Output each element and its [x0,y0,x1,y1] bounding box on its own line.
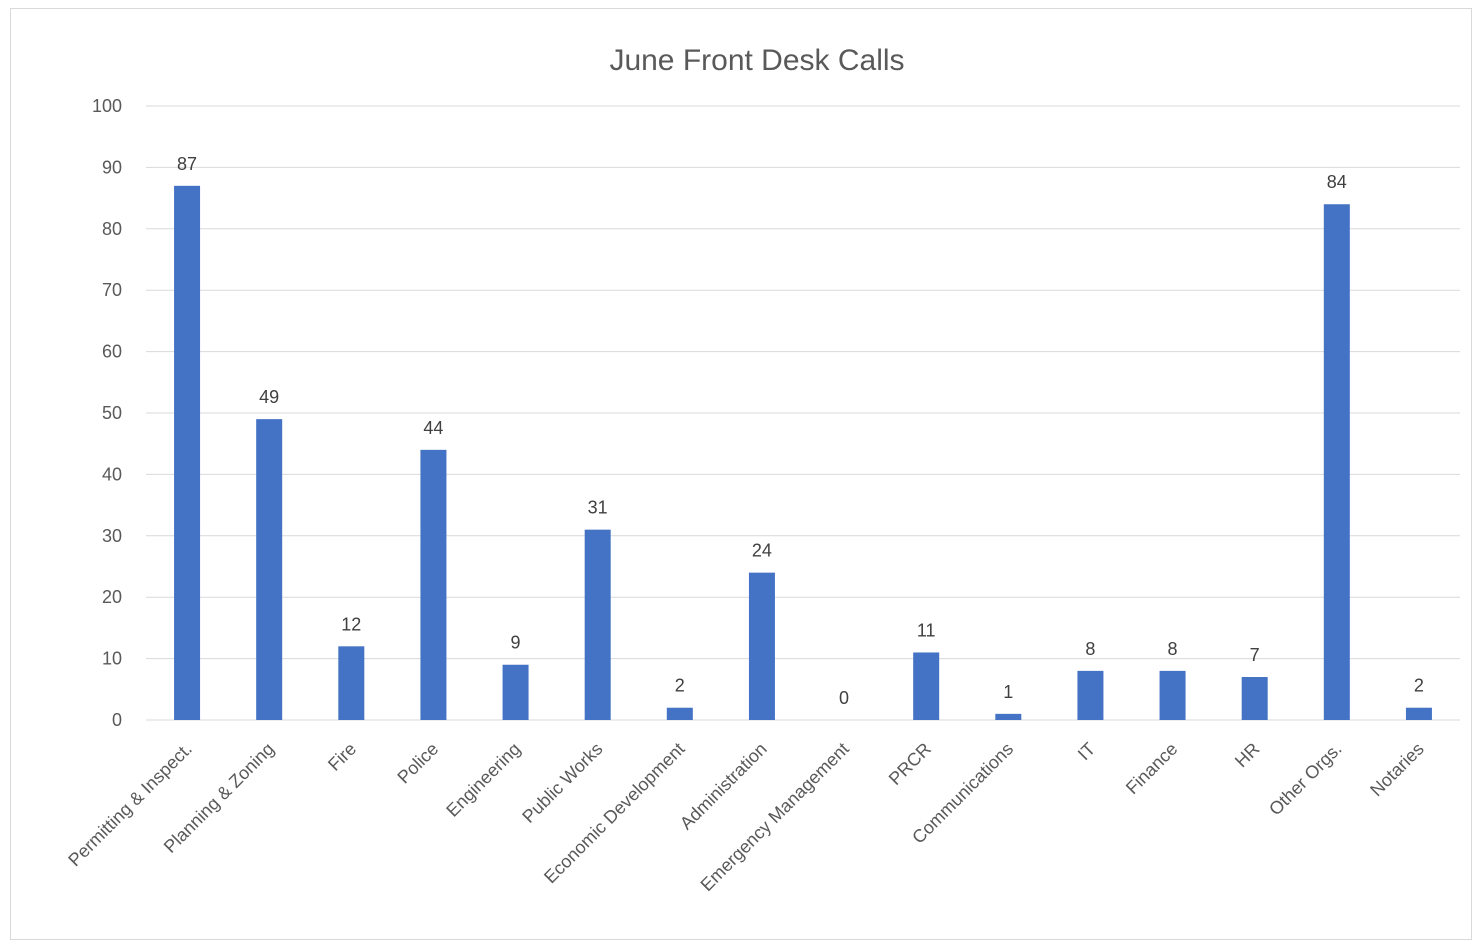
y-tick-label: 90 [102,157,122,177]
x-tick-label: Finance [1122,739,1181,798]
x-tick-label: Fire [324,739,360,775]
y-tick-label: 20 [102,587,122,607]
bar [256,419,283,720]
x-tick-label: Other Orgs. [1265,739,1346,820]
bar [666,707,693,720]
bar [1405,707,1432,720]
bar [420,449,447,720]
chart-title: June Front Desk Calls [609,44,904,77]
bars [174,185,1432,721]
bar [1077,670,1104,720]
data-label: 31 [588,498,608,518]
x-tick-label: HR [1231,739,1264,772]
bar [995,713,1022,720]
x-tick-label: Administration [676,739,771,834]
data-label: 24 [752,541,772,561]
y-tick-label: 50 [102,403,122,423]
data-label: 49 [259,387,279,407]
data-label: 44 [423,418,443,438]
x-axis-tick-labels: Permitting & Inspect.Planning & Zoning Fi… [64,739,1427,895]
data-label: 87 [177,154,197,174]
bar [1159,670,1186,720]
data-label: 12 [341,614,361,634]
y-tick-label: 40 [102,464,122,484]
data-label: 8 [1085,639,1095,659]
x-tick-label: Emergency Management [697,739,853,895]
bar [1323,204,1350,721]
x-tick-label: IT [1074,739,1099,764]
x-tick-label: Engineering [442,739,524,821]
data-label: 7 [1250,645,1260,665]
y-tick-label: 80 [102,219,122,239]
bar [584,529,611,720]
bar [913,652,940,720]
bar [502,664,529,720]
data-label: 8 [1168,639,1178,659]
y-tick-label: 0 [112,710,122,730]
y-axis-tick-labels: 0 10 20 30 40 50 60 70 80 90 100 [92,96,122,730]
y-tick-label: 30 [102,526,122,546]
y-tick-label: 10 [102,649,122,669]
bar [1241,677,1268,720]
bar [338,646,365,720]
data-label: 1 [1003,682,1013,702]
data-label: 9 [511,633,521,653]
data-label: 2 [1414,676,1424,696]
x-tick-label: Police [393,739,442,788]
data-label: 11 [917,620,936,640]
y-tick-label: 60 [102,342,122,362]
bar [748,572,775,720]
x-tick-label: Economic Development [540,739,689,888]
data-label: 0 [839,688,849,708]
gridlines [146,105,1460,721]
y-tick-label: 100 [92,96,122,116]
x-tick-label: Public Works [518,739,606,827]
x-tick-label: Notaries [1366,739,1428,801]
x-tick-label: PRCR [885,739,935,789]
data-label: 2 [675,676,685,696]
y-tick-label: 70 [102,280,122,300]
bar [174,185,201,720]
data-label: 84 [1327,172,1347,192]
